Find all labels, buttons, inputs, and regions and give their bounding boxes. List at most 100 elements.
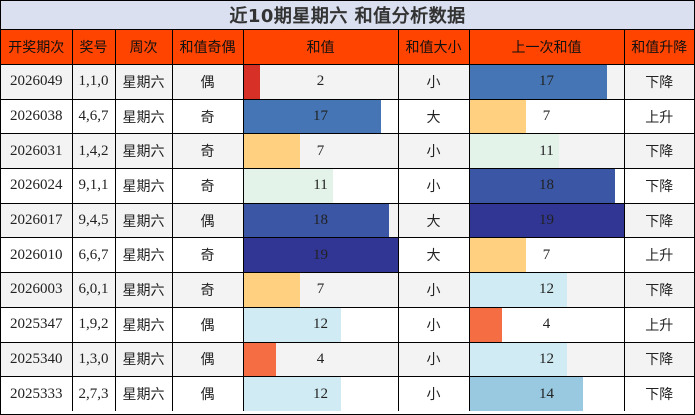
sum-value: 7 [316, 281, 325, 298]
parity-cell: 奇 [171, 168, 244, 204]
sum-databar [243, 65, 260, 99]
parity-cell: 偶 [171, 306, 244, 343]
weekday-cell: 星期六 [114, 64, 173, 100]
header-weekday: 周次 [114, 30, 173, 65]
size-cell: 大 [397, 237, 470, 274]
header-numbers: 奖号 [71, 30, 116, 65]
sum-cell: 7 [242, 272, 399, 308]
weekday-cell: 星期六 [114, 376, 173, 411]
size-cell: 小 [397, 306, 470, 343]
table-row: 2026049 1,1,0 星期六 偶 2 小 17 下降 [1, 64, 694, 100]
sum-databar [243, 169, 333, 203]
table-row: 2026010 6,6,7 星期六 奇 19 大 7 上升 [1, 237, 694, 274]
sum-cell: 12 [242, 376, 399, 411]
numbers-cell: 1,1,0 [71, 64, 116, 100]
prev-sum-cell: 12 [468, 272, 625, 308]
size-cell: 大 [397, 98, 470, 135]
header-sum: 和值 [242, 30, 399, 65]
prev-sum-value: 7 [542, 246, 551, 263]
prev-sum-value: 7 [542, 108, 551, 125]
trend-cell: 下降 [623, 272, 694, 308]
trend-cell: 下降 [623, 202, 694, 239]
prev-sum-value: 19 [539, 212, 554, 229]
weekday-cell: 星期六 [114, 98, 173, 135]
sum-value: 12 [313, 385, 328, 402]
sum-cell: 4 [242, 341, 399, 378]
trend-cell: 下降 [623, 376, 694, 411]
size-cell: 小 [397, 168, 470, 204]
sum-cell: 17 [242, 98, 399, 135]
table-row: 2026031 1,4,2 星期六 奇 7 小 11 下降 [1, 133, 694, 170]
prev-sum-databar [469, 238, 527, 273]
size-cell: 小 [397, 64, 470, 100]
trend-cell: 下降 [623, 341, 694, 378]
page-title: 近10期星期六 和值分析数据 [1, 1, 694, 30]
sum-databar [243, 307, 341, 342]
sum-value: 7 [316, 142, 325, 159]
trend-cell: 上升 [623, 98, 694, 135]
table-row: 2026003 6,0,1 星期六 奇 7 小 12 下降 [1, 272, 694, 308]
period-cell: 2025340 [1, 341, 73, 378]
period-cell: 2026024 [1, 168, 73, 204]
header-prev-sum: 上一次和值 [468, 30, 625, 65]
sum-databar [243, 99, 382, 134]
weekday-cell: 星期六 [114, 272, 173, 308]
numbers-cell: 1,9,2 [71, 306, 116, 343]
prev-sum-value: 4 [542, 316, 551, 333]
parity-cell: 偶 [171, 376, 244, 411]
table-row: 2026038 4,6,7 星期六 奇 17 大 7 上升 [1, 98, 694, 135]
parity-cell: 奇 [171, 272, 244, 308]
period-cell: 2025347 [1, 306, 73, 343]
trend-cell: 上升 [623, 237, 694, 274]
prev-sum-databar [469, 203, 624, 238]
period-cell: 2026017 [1, 202, 73, 239]
prev-sum-cell: 18 [468, 168, 625, 204]
sum-databar [243, 134, 301, 169]
weekday-cell: 星期六 [114, 237, 173, 274]
prev-sum-cell: 14 [468, 376, 625, 411]
size-cell: 小 [397, 133, 470, 170]
sum-cell: 11 [242, 168, 399, 204]
weekday-cell: 星期六 [114, 133, 173, 170]
header-row: 开奖期次 奖号 周次 和值奇偶 和值 和值大小 上一次和值 和值升降 [1, 30, 694, 65]
numbers-cell: 2,7,3 [71, 376, 116, 411]
period-cell: 2026031 [1, 133, 73, 170]
prev-sum-value: 17 [539, 73, 554, 90]
weekday-cell: 星期六 [114, 341, 173, 378]
table-row: 2026024 9,1,1 星期六 奇 11 小 18 下降 [1, 168, 694, 204]
header-size: 和值大小 [397, 30, 470, 65]
prev-sum-value: 12 [539, 350, 554, 367]
prev-sum-value: 12 [539, 281, 554, 298]
period-cell: 2026003 [1, 272, 73, 308]
sum-value: 4 [316, 350, 325, 367]
sum-value: 11 [313, 177, 328, 194]
sum-cell: 7 [242, 133, 399, 170]
table-row: 2025340 1,3,0 星期六 偶 4 小 12 下降 [1, 341, 694, 378]
prev-sum-cell: 17 [468, 64, 625, 100]
prev-sum-databar [469, 65, 608, 99]
parity-cell: 奇 [171, 133, 244, 170]
trend-cell: 下降 [623, 133, 694, 170]
trend-cell: 下降 [623, 168, 694, 204]
prev-sum-databar [469, 134, 559, 169]
parity-cell: 偶 [171, 341, 244, 378]
sum-value: 2 [316, 73, 325, 90]
table-row: 2025347 1,9,2 星期六 偶 12 小 4 上升 [1, 306, 694, 343]
sum-cell: 2 [242, 64, 399, 100]
prev-sum-databar [469, 273, 567, 307]
prev-sum-value: 11 [539, 142, 554, 159]
sum-databar [243, 203, 390, 238]
prev-sum-cell: 19 [468, 202, 625, 239]
period-cell: 2026038 [1, 98, 73, 135]
weekday-cell: 星期六 [114, 168, 173, 204]
prev-sum-databar [469, 307, 502, 342]
size-cell: 小 [397, 341, 470, 378]
prev-sum-cell: 4 [468, 306, 625, 343]
prev-sum-cell: 7 [468, 98, 625, 135]
period-cell: 2026010 [1, 237, 73, 274]
sum-analysis-table: 开奖期次 奖号 周次 和值奇偶 和值 和值大小 上一次和值 和值升降 20260… [1, 30, 694, 411]
prev-sum-cell: 11 [468, 133, 625, 170]
header-period: 开奖期次 [1, 30, 73, 65]
weekday-cell: 星期六 [114, 306, 173, 343]
